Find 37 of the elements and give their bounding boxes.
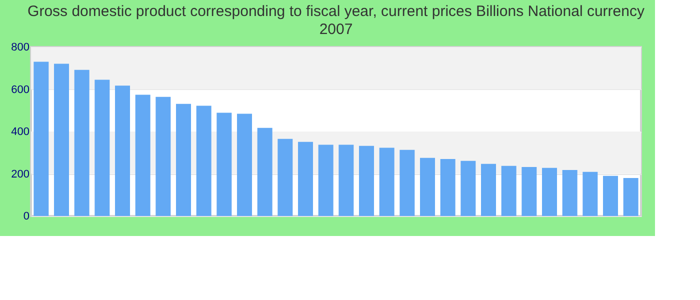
bar	[115, 86, 130, 216]
bar	[542, 168, 557, 216]
bar	[501, 166, 516, 216]
bar	[440, 158, 456, 216]
bar	[135, 94, 150, 216]
bar	[278, 138, 293, 216]
bar	[379, 148, 394, 216]
bar	[562, 170, 578, 216]
y-tick-label: 0	[23, 210, 30, 222]
bar	[460, 160, 476, 216]
bar	[257, 128, 272, 216]
bar	[176, 104, 191, 216]
y-tick-label: 600	[11, 84, 30, 96]
bar	[400, 150, 415, 216]
bar	[623, 178, 638, 216]
bar	[359, 146, 374, 216]
bar	[74, 70, 90, 216]
bar	[522, 166, 537, 216]
y-tick-label: 200	[11, 168, 30, 180]
bar	[338, 144, 354, 216]
y-tick-label: 800	[11, 42, 30, 54]
bar	[582, 172, 598, 216]
bar	[216, 112, 232, 216]
chart-title: Gross domestic product corresponding to fiscal year, current prices Billions National currency	[28, 3, 645, 20]
y-tick-label: 400	[11, 126, 30, 138]
bar	[318, 144, 334, 216]
bar	[196, 106, 212, 216]
bar	[156, 96, 171, 216]
bar	[481, 164, 496, 216]
bar	[54, 64, 69, 216]
bar	[603, 176, 618, 216]
bar	[237, 114, 252, 216]
bar	[94, 80, 110, 216]
chart-subtitle: 2007	[319, 21, 353, 38]
bar	[420, 158, 435, 216]
bar	[298, 142, 313, 216]
bar	[34, 62, 49, 216]
